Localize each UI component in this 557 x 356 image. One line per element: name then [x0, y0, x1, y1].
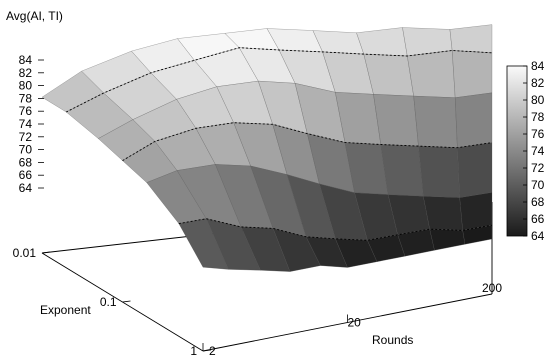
z-tick-label: 68 [19, 155, 33, 169]
contour-line [65, 47, 493, 113]
surface-facet [418, 145, 460, 198]
y-axis-label: Exponent [40, 303, 91, 317]
y-tick-label: 0.01 [13, 246, 37, 260]
contour-lines [65, 47, 493, 241]
x-axis: 2 20 200 [202, 281, 502, 356]
surface-facet [451, 50, 493, 98]
colorbar-tick-label: 64 [531, 229, 545, 243]
contour-line [122, 122, 493, 161]
y-tick-label: 0.1 [100, 295, 117, 309]
z-tick-label: 78 [19, 91, 33, 105]
z-axis-label: Avg(AI, TI) [6, 9, 63, 23]
y-axis: 0.01 0.1 1 [13, 246, 212, 356]
z-tick-label: 64 [19, 181, 33, 195]
x-axis-label: Rounds [372, 333, 413, 347]
colorbar-tick-label: 78 [531, 110, 545, 124]
colorbar-tick-label: 70 [531, 178, 545, 192]
z-tick-label: 76 [19, 104, 33, 118]
x-tick-label: 2 [209, 344, 216, 356]
colorbar-tick-label: 74 [531, 144, 545, 158]
z-tick-label: 80 [19, 79, 33, 93]
colorbar-tick-label: 68 [531, 195, 545, 209]
colorbar-tick-label: 66 [531, 212, 545, 226]
y-tick-label: 1 [190, 344, 197, 356]
z-tick-label: 74 [19, 117, 33, 131]
surface-facet [413, 95, 458, 148]
surface-facet [462, 224, 493, 245]
z-tick-label: 72 [19, 130, 33, 144]
surface-facet [449, 24, 493, 54]
colorbar: 64 66 68 70 72 74 76 78 80 82 84 [506, 59, 545, 243]
colorbar-tick-label: 72 [531, 161, 545, 175]
x-tick-label: 20 [348, 316, 362, 330]
surface-facet [422, 195, 463, 231]
y-tick [122, 300, 131, 303]
y-tick [202, 349, 212, 352]
surface-facet [373, 94, 419, 147]
z-tick-label: 66 [19, 168, 33, 182]
colorbar-tick-label: 76 [531, 127, 545, 141]
surface-facet [380, 144, 424, 197]
surface-facet [454, 92, 493, 148]
x-tick-label: 200 [482, 281, 502, 295]
colorbar-tick-label: 84 [531, 59, 545, 73]
surface-facet [407, 50, 456, 98]
colorbar-tick-label: 80 [531, 93, 545, 107]
surface-facet [356, 27, 408, 57]
surface-facet [429, 228, 466, 251]
y-tick [41, 251, 51, 254]
z-tick-label: 70 [19, 143, 33, 157]
surface-mesh [41, 24, 493, 272]
surface-facet [459, 192, 493, 231]
surface-facet [457, 142, 493, 198]
z-tick-label: 82 [19, 66, 33, 80]
colorbar-tick-label: 82 [531, 76, 545, 90]
contour-line [178, 218, 493, 241]
z-tick-label: 84 [19, 53, 33, 67]
